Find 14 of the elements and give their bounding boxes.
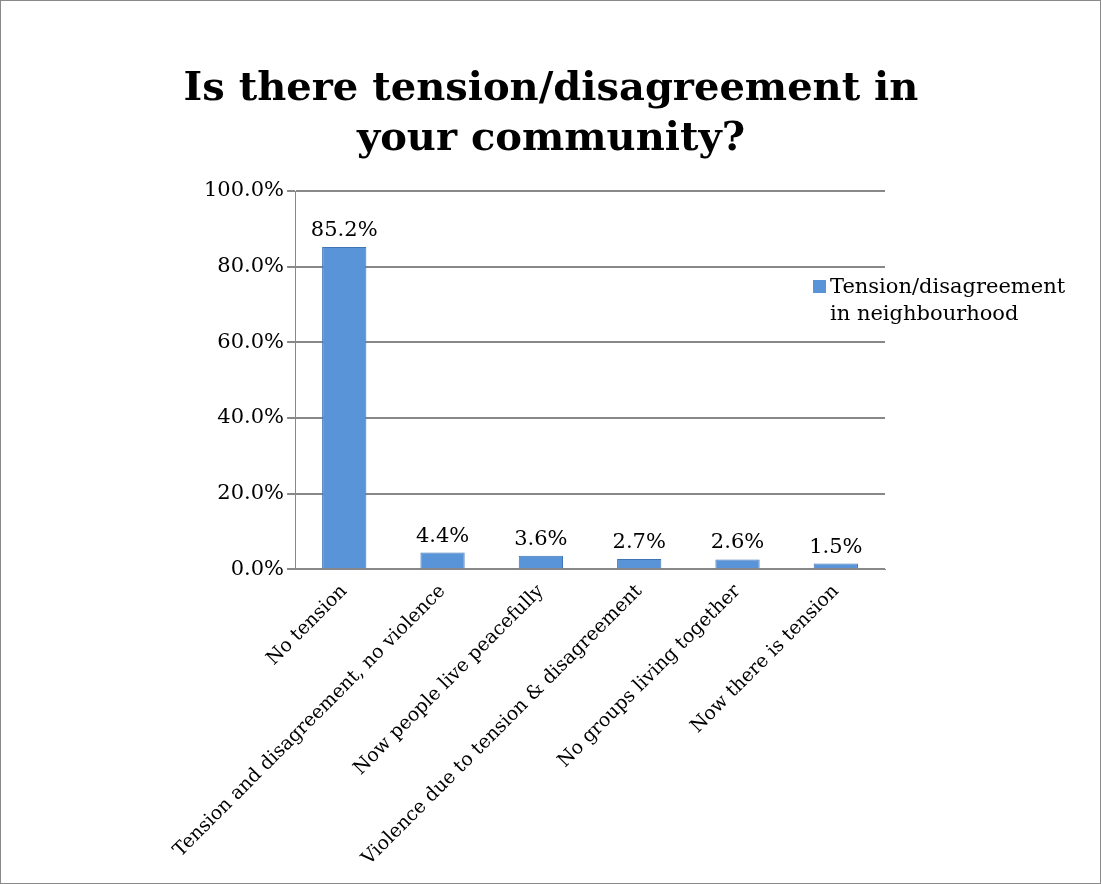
data-label: 1.5% <box>809 533 863 558</box>
data-label: 3.6% <box>514 525 568 550</box>
data-label: 85.2% <box>310 216 378 241</box>
data-label: 2.6% <box>710 529 765 554</box>
y-tick-label: 60.0% <box>217 328 285 353</box>
y-tick-label: 20.0% <box>217 480 285 505</box>
y-tick-label: 0.0% <box>230 555 285 580</box>
data-label: 4.4% <box>415 522 470 547</box>
legend-label: Tension/disagreement in neighbourhood <box>830 273 1067 327</box>
y-tick-label: 40.0% <box>217 404 285 429</box>
y-tick-label: 100.0% <box>203 177 285 202</box>
data-label: 2.7% <box>612 528 666 553</box>
chart-title: Is there tension/disagreement in your community? <box>182 61 920 161</box>
y-tick-label: 80.0% <box>217 253 285 278</box>
